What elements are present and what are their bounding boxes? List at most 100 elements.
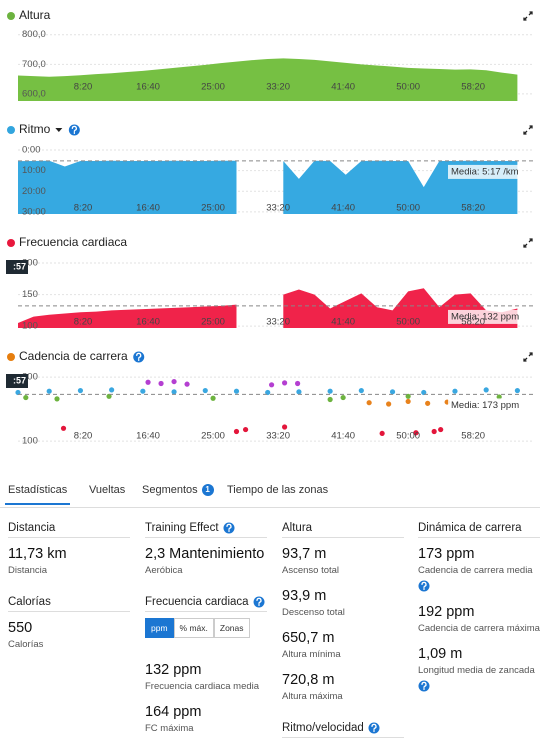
tab[interactable]: Segmentos 1 <box>142 484 214 503</box>
x-tick-label: 8:20 <box>74 431 93 442</box>
x-tick-label: 50:00 <box>396 203 420 214</box>
tab[interactable]: Vueltas <box>89 484 125 503</box>
point <box>405 393 411 399</box>
stat-item: 173 ppm Cadencia de carrera media <box>418 544 540 594</box>
point <box>496 394 502 400</box>
expand-glyph <box>523 11 533 21</box>
help-icon[interactable] <box>368 722 380 734</box>
help-icon[interactable] <box>223 522 235 534</box>
point <box>77 387 84 394</box>
title-dot <box>7 353 15 361</box>
help-icon[interactable] <box>418 580 430 592</box>
stat-label: Longitud media de zancada <box>418 665 535 676</box>
stat-label: FC máxima <box>145 723 194 734</box>
stat-label: Frecuencia cardiaca media <box>145 681 260 692</box>
stats-column: Distancia 11,73 km Distancia Calorías 550 Cal… <box>8 519 130 660</box>
y-tick-label: 700,0 <box>22 59 46 70</box>
toggle-button[interactable]: % máx. <box>173 618 214 638</box>
help-icon[interactable] <box>368 722 380 734</box>
help-icon[interactable] <box>68 124 80 136</box>
stat-label: Calorías <box>8 639 44 650</box>
expand-glyph <box>523 238 533 248</box>
x-tick-label: 58:20 <box>461 317 485 328</box>
stat-label: Ascenso total <box>282 565 340 576</box>
x-tick-label: 33:20 <box>266 82 290 93</box>
point <box>431 428 437 435</box>
x-tick-label: 58:20 <box>461 431 485 442</box>
point <box>109 387 115 393</box>
expand-icon[interactable] <box>523 125 533 135</box>
tab-label: Estadísticas <box>8 484 68 496</box>
help-icon[interactable] <box>253 596 265 608</box>
point <box>265 389 271 396</box>
dropdown-arrow[interactable] <box>55 128 63 132</box>
section-heading: Calorías <box>8 593 130 612</box>
tab[interactable]: Tiempo de las zonas <box>227 484 328 503</box>
x-tick-label: 16:40 <box>136 203 160 214</box>
help-icon[interactable] <box>418 680 430 692</box>
point <box>438 426 444 433</box>
section-heading: Distancia <box>8 519 130 538</box>
y-tick-label: 800,0 <box>22 29 46 40</box>
point <box>268 382 275 388</box>
average-label-bg <box>448 164 520 179</box>
expand-icon[interactable] <box>523 11 533 21</box>
stat-label: Cadencia de carrera media <box>418 565 533 576</box>
y-tick-label: 10:00 <box>22 165 46 176</box>
heading-text: Altura <box>282 522 313 534</box>
point <box>145 379 151 385</box>
title-dot <box>7 126 15 134</box>
point <box>282 424 288 430</box>
y-tick-label: 0:00 <box>22 145 41 156</box>
help-icon[interactable] <box>253 596 265 608</box>
point <box>413 430 419 436</box>
x-tick-label: 41:40 <box>331 203 355 214</box>
tab[interactable]: Estadísticas <box>5 484 71 505</box>
title-dot <box>7 12 15 20</box>
stats-column: Altura 93,7 m Ascenso total 93,9 m Descenso … <box>282 519 404 743</box>
stats-section: Ritmo/velocidad <box>282 719 404 738</box>
y-tick-label: 30:00 <box>22 206 46 217</box>
stat-value: 550 <box>8 620 33 636</box>
x-tick-label: 33:20 <box>266 203 290 214</box>
point <box>242 426 249 433</box>
point <box>327 396 333 403</box>
x-tick-label: 50:00 <box>396 82 420 93</box>
point <box>358 387 364 394</box>
x-tick-label: 41:40 <box>331 317 355 328</box>
stat-item: 93,9 m Descenso total <box>282 586 404 620</box>
help-icon[interactable] <box>418 680 430 692</box>
stat-item: 11,73 km Distancia <box>8 544 130 578</box>
toggle-button[interactable]: ppm <box>145 618 174 638</box>
y-tick-label: 200 <box>22 372 38 383</box>
stats-section: Training Effect 2,3 Mantenimiento Aeróbica <box>145 519 267 578</box>
x-tick-label: 8:20 <box>74 203 93 214</box>
point <box>389 389 396 395</box>
section-heading: Training Effect <box>145 519 267 538</box>
point <box>171 389 177 395</box>
help-icon-glyph <box>136 352 142 362</box>
section-heading: Dinámica de carrera <box>418 519 540 538</box>
point <box>54 396 60 402</box>
y-tick-label: 100 <box>22 436 38 447</box>
help-icon[interactable] <box>133 351 145 363</box>
x-tick-label: 25:00 <box>201 317 225 328</box>
stats-column: Training Effect 2,3 Mantenimiento Aeróbica… <box>145 519 267 743</box>
expand-glyph <box>523 352 533 362</box>
point <box>60 425 67 431</box>
x-tick-label: 16:40 <box>136 82 160 93</box>
expand-icon[interactable] <box>523 238 533 248</box>
y-tick-label: 100 <box>22 321 38 332</box>
help-icon[interactable] <box>418 580 430 592</box>
help-icon-glyph <box>421 581 427 591</box>
help-icon[interactable] <box>223 522 235 534</box>
point <box>184 381 190 387</box>
chart-title: Frecuencia cardiaca <box>19 235 127 249</box>
stat-item: 650,7 m Altura mínima <box>282 628 404 662</box>
stat-value: 93,9 m <box>282 588 327 604</box>
expand-icon[interactable] <box>523 352 533 362</box>
section-heading: Altura <box>282 519 404 538</box>
toggle-button[interactable]: Zonas <box>213 618 250 638</box>
point <box>233 428 240 435</box>
